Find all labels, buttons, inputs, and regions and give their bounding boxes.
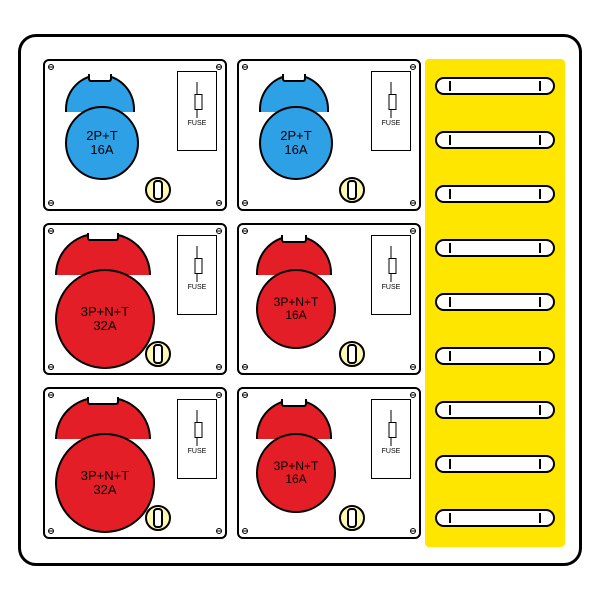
cee-socket[interactable]: 2P+T16A: [65, 106, 139, 180]
screw-icon: [242, 528, 248, 534]
interlock-switch[interactable]: [339, 505, 365, 531]
socket-module: 3P+N+T16A FUSE: [237, 387, 421, 539]
screw-icon: [216, 64, 222, 70]
socket-grid: 2P+T16AFUSE2P+T16AFUSE3P+N+T32AFUSE3P+N+…: [43, 59, 421, 539]
din-rail-slot: [435, 185, 555, 203]
socket-type-label: 3P+N+T: [81, 305, 129, 319]
flap-tab: [87, 397, 119, 405]
screw-icon: [216, 200, 222, 206]
socket-rating-label: 16A: [284, 143, 307, 157]
screw-icon: [410, 64, 416, 70]
screw-icon: [410, 364, 416, 370]
cee-socket[interactable]: 3P+N+T32A: [55, 269, 155, 369]
fuse-icon: [197, 246, 198, 282]
screw-icon: [216, 528, 222, 534]
fuse-label: FUSE: [178, 448, 216, 455]
socket-rating-label: 32A: [93, 483, 116, 497]
interlock-switch[interactable]: [145, 341, 171, 367]
fuse-icon: [391, 246, 392, 282]
screw-icon: [242, 392, 248, 398]
din-rail-slot: [435, 455, 555, 473]
flap-tab: [282, 74, 306, 82]
socket-module: 3P+N+T32A FUSE: [43, 387, 227, 539]
din-rail-slot: [435, 293, 555, 311]
fuse-icon: [391, 410, 392, 446]
din-rail-slot: [435, 509, 555, 527]
socket-rating-label: 16A: [285, 309, 306, 322]
fuse-icon: [197, 82, 198, 118]
fuse-label: FUSE: [372, 284, 410, 291]
screw-icon: [48, 64, 54, 70]
cee-socket[interactable]: 3P+N+T16A: [256, 269, 336, 349]
screw-icon: [48, 228, 54, 234]
screw-icon: [410, 228, 416, 234]
screw-icon: [216, 364, 222, 370]
screw-icon: [410, 200, 416, 206]
din-rail-slot: [435, 131, 555, 149]
socket-type-label: 2P+T: [86, 129, 117, 143]
screw-icon: [242, 200, 248, 206]
fuse-holder[interactable]: FUSE: [177, 71, 217, 151]
screw-icon: [216, 392, 222, 398]
din-rail-slot: [435, 347, 555, 365]
socket-rating-label: 16A: [285, 473, 306, 486]
socket-type-label: 2P+T: [280, 129, 311, 143]
fuse-holder[interactable]: FUSE: [371, 71, 411, 151]
fuse-label: FUSE: [372, 448, 410, 455]
flap-tab: [87, 233, 119, 241]
screw-icon: [242, 64, 248, 70]
din-rail-cover: [425, 59, 565, 547]
fuse-label: FUSE: [372, 120, 410, 127]
fuse-icon: [391, 82, 392, 118]
interlock-switch[interactable]: [339, 177, 365, 203]
screw-icon: [48, 200, 54, 206]
socket-rating-label: 32A: [93, 319, 116, 333]
interlock-switch[interactable]: [339, 341, 365, 367]
cee-socket[interactable]: 3P+N+T16A: [256, 433, 336, 513]
socket-module: 3P+N+T16A FUSE: [237, 223, 421, 375]
screw-icon: [410, 392, 416, 398]
flap-tab: [281, 399, 307, 407]
flap-tab: [88, 74, 112, 82]
fuse-label: FUSE: [178, 120, 216, 127]
flap-tab: [281, 235, 307, 243]
interlock-switch[interactable]: [145, 505, 171, 531]
screw-icon: [48, 392, 54, 398]
socket-module: 2P+T16A FUSE: [43, 59, 227, 211]
screw-icon: [216, 228, 222, 234]
din-rail-slot: [435, 401, 555, 419]
cee-socket[interactable]: 3P+N+T32A: [55, 433, 155, 533]
interlock-switch[interactable]: [145, 177, 171, 203]
fuse-label: FUSE: [178, 284, 216, 291]
distribution-panel: 2P+T16AFUSE2P+T16AFUSE3P+N+T32AFUSE3P+N+…: [18, 34, 582, 566]
screw-icon: [48, 364, 54, 370]
fuse-holder[interactable]: FUSE: [177, 399, 217, 479]
din-rail-slot: [435, 77, 555, 95]
fuse-holder[interactable]: FUSE: [371, 399, 411, 479]
screw-icon: [242, 228, 248, 234]
socket-module: 2P+T16A FUSE: [237, 59, 421, 211]
fuse-holder[interactable]: FUSE: [177, 235, 217, 315]
cee-socket[interactable]: 2P+T16A: [259, 106, 333, 180]
socket-module: 3P+N+T32A FUSE: [43, 223, 227, 375]
screw-icon: [242, 364, 248, 370]
socket-type-label: 3P+N+T: [81, 469, 129, 483]
screw-icon: [410, 528, 416, 534]
fuse-icon: [197, 410, 198, 446]
socket-rating-label: 16A: [90, 143, 113, 157]
screw-icon: [48, 528, 54, 534]
fuse-holder[interactable]: FUSE: [371, 235, 411, 315]
din-rail-slot: [435, 239, 555, 257]
